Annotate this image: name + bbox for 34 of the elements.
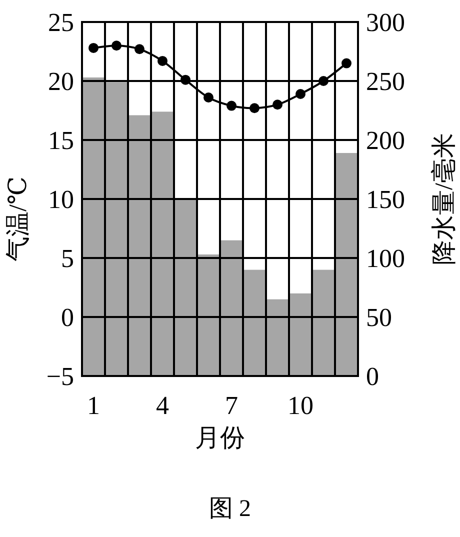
x-tick-label: 1 [87,391,100,420]
y2-tick-label: 0 [366,362,379,391]
y-axis-title: 气温/℃ [5,176,32,262]
x-tick-label: 4 [156,391,169,420]
point [226,100,236,111]
y2-tick-label: 150 [366,185,405,214]
y-tick-label: 0 [61,303,74,332]
y-tick-label: 10 [48,185,74,214]
y2-tick-label: 200 [366,126,405,155]
point [318,76,328,86]
x-axis-title: 月份 [195,425,245,452]
point [296,88,306,99]
point [134,44,144,54]
point [204,92,214,103]
y2-tick-label: 250 [366,67,405,96]
point [342,58,352,68]
point [272,100,282,110]
caption: 图 2 [209,496,251,522]
x-tick-label: 7 [225,391,238,420]
point [88,42,98,53]
y2-axis-title: 降水量/毫米 [430,133,458,265]
y-tick-label: 20 [48,67,74,96]
y-tick-label: 25 [48,8,74,37]
point [158,56,168,66]
y2-tick-label: 100 [366,244,405,273]
point [250,103,260,114]
y-tick-label: 5 [61,244,74,273]
y-tick-label: −5 [46,362,74,391]
point [112,40,122,51]
x-tick-label: 10 [288,391,314,420]
point [180,74,190,85]
y-tick-label: 15 [48,126,74,155]
y2-tick-label: 300 [366,8,405,37]
y2-tick-label: 50 [366,303,392,332]
